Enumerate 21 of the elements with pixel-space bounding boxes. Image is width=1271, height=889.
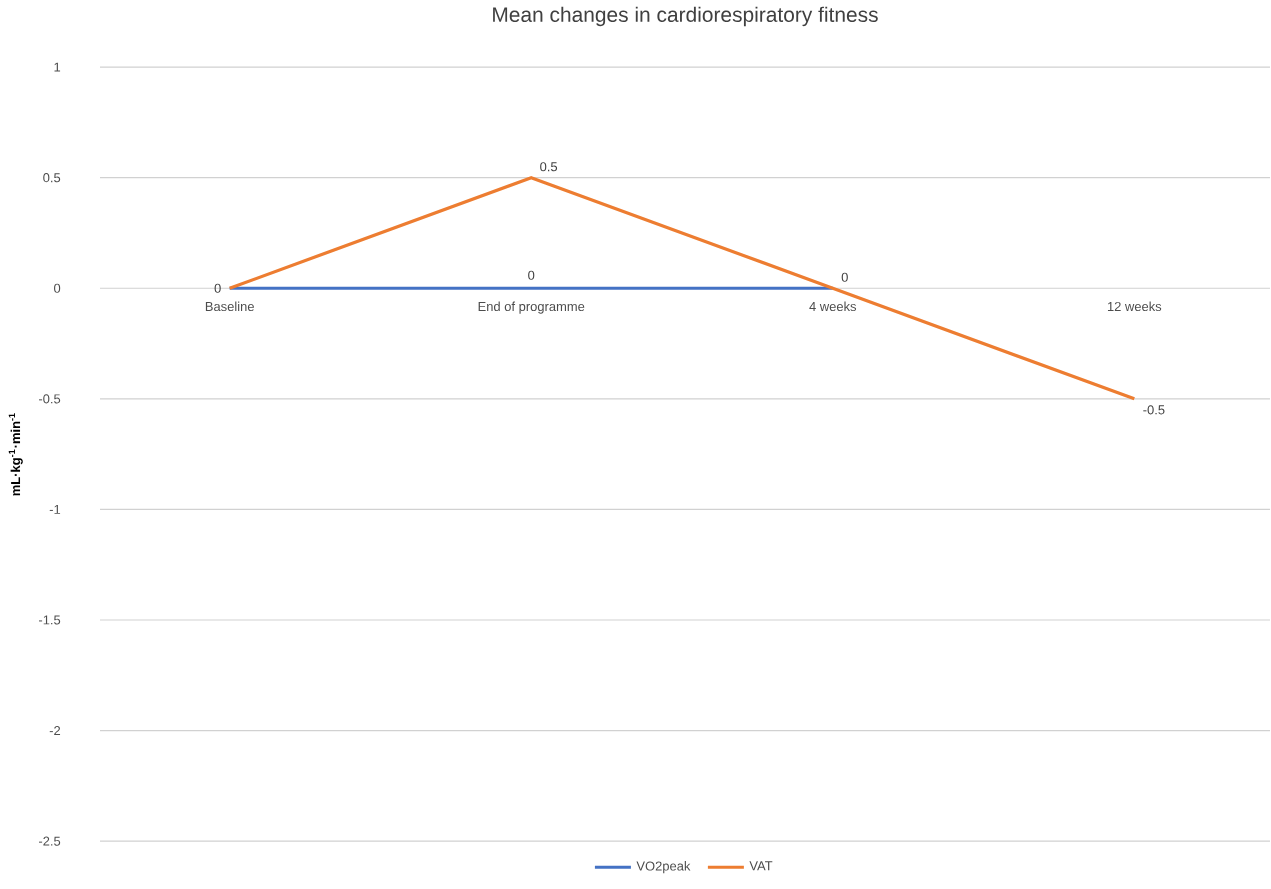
legend-label: VAT bbox=[749, 861, 773, 871]
chart-title: Mean changes in cardiorespiratory fitness bbox=[493, 6, 878, 27]
y-tick-label: 1 bbox=[54, 62, 61, 72]
y-tick-label: -1.5 bbox=[38, 615, 61, 625]
y-tick-label: -2.5 bbox=[38, 836, 61, 846]
y-tick-label: 0 bbox=[54, 283, 61, 293]
data-label: 0 bbox=[528, 270, 535, 280]
y-axis-title: mL·kg$^{-1}$·min$^{-1}$ bbox=[8, 413, 23, 496]
data-label: 0 bbox=[841, 272, 848, 282]
data-label: -0.5 bbox=[1143, 405, 1165, 415]
y-tick-label: 0.5 bbox=[43, 173, 61, 183]
legend-label: VO2peak bbox=[636, 861, 691, 874]
x-tick-label: End of programme bbox=[478, 301, 585, 314]
y-tick-label: -1 bbox=[49, 504, 61, 514]
data-label: 0 bbox=[214, 283, 221, 293]
x-tick-label: Baseline bbox=[205, 301, 254, 311]
y-tick-label: -2 bbox=[49, 725, 61, 736]
y-tick-label: -0.5 bbox=[38, 394, 61, 404]
x-tick-label: 4 weeks bbox=[809, 301, 857, 311]
x-tick-label: 12 weeks bbox=[1107, 301, 1162, 311]
data-label: 0.5 bbox=[540, 162, 558, 172]
